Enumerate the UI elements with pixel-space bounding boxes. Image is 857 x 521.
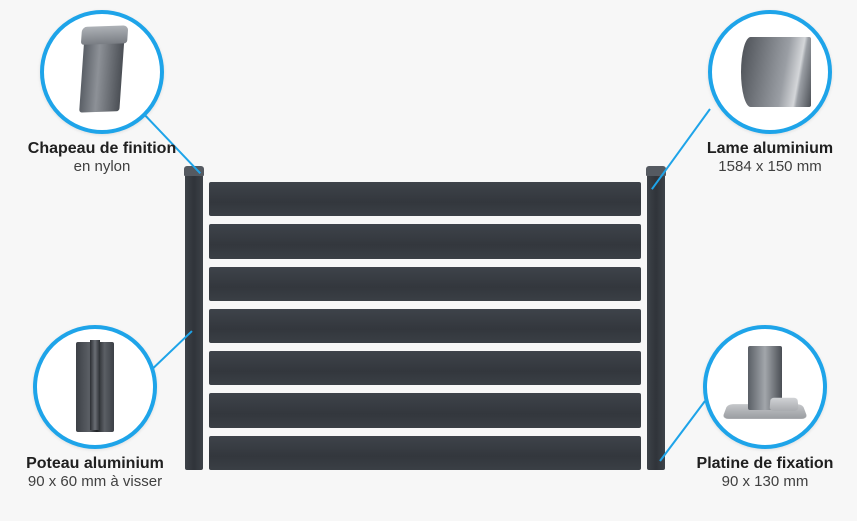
detail-bubble-plate bbox=[703, 325, 827, 449]
fence-slat bbox=[209, 224, 641, 258]
detail-bubble-slat bbox=[708, 10, 832, 134]
cap-icon bbox=[79, 31, 125, 112]
callout-title: Lame aluminium bbox=[693, 140, 847, 158]
post-cap-icon bbox=[184, 166, 204, 176]
fence-slat bbox=[209, 309, 641, 343]
callout-title: Platine de fixation bbox=[688, 455, 842, 473]
callout-bottom-right: Platine de fixation 90 x 130 mm bbox=[688, 325, 842, 490]
callout-sub: 1584 x 150 mm bbox=[693, 158, 847, 175]
callout-bottom-left: Poteau aluminium 90 x 60 mm à visser bbox=[18, 325, 172, 490]
slat-icon bbox=[725, 27, 815, 117]
callout-title: Chapeau de finition bbox=[25, 140, 179, 158]
plate-icon bbox=[720, 342, 810, 432]
callout-title: Poteau aluminium bbox=[18, 455, 172, 473]
callout-top-right: Lame aluminium 1584 x 150 mm bbox=[693, 10, 847, 175]
post-cap-icon bbox=[646, 166, 666, 176]
fence-slat bbox=[209, 182, 641, 216]
callout-sub: 90 x 60 mm à visser bbox=[18, 473, 172, 490]
fence-slats bbox=[209, 182, 641, 470]
detail-bubble-post bbox=[33, 325, 157, 449]
post-icon bbox=[76, 342, 114, 432]
callout-top-left: Chapeau de finition en nylon bbox=[25, 10, 179, 175]
fence-post-right bbox=[647, 170, 665, 470]
fence-slat bbox=[209, 267, 641, 301]
callout-sub: 90 x 130 mm bbox=[688, 473, 842, 490]
detail-bubble-cap bbox=[40, 10, 164, 134]
fence-post-left bbox=[185, 170, 203, 470]
fence-diagram bbox=[185, 170, 665, 470]
fence-slat bbox=[209, 351, 641, 385]
callout-sub: en nylon bbox=[25, 158, 179, 175]
fence-slat bbox=[209, 436, 641, 470]
fence-slat bbox=[209, 393, 641, 427]
